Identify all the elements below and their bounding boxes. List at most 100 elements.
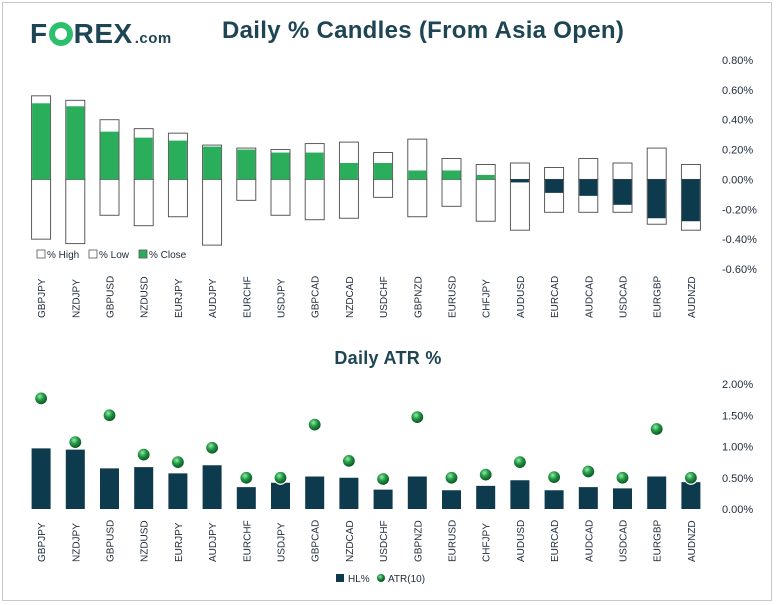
legend-swatch-2 (138, 249, 148, 259)
hl-bar-NZDCAD (339, 477, 359, 509)
x-tick-label-atr-AUDUSD: AUDUSD (516, 520, 527, 562)
x-tick-label-AUDUSD: AUDUSD (516, 276, 527, 318)
x-tick-label-AUDCAD: AUDCAD (584, 276, 595, 318)
atr-point-AUDCAD (581, 464, 596, 479)
hl-bar-EURUSD (442, 490, 461, 509)
x-tick-label-atr-GBPCAD: GBPCAD (311, 520, 322, 562)
hl-bar-AUDCAD (578, 487, 598, 509)
y-tick-label-atr: 0.00% (722, 504, 753, 516)
atr-point-EURGBP (649, 421, 664, 437)
close-bar-EURJPY (168, 140, 187, 180)
x-tick-label-atr-USDJPY: USDJPY (277, 522, 288, 562)
logo-o-icon (48, 22, 73, 46)
low-bar-EURCHF (236, 178, 257, 201)
x-tick-label-EURCAD: EURCAD (550, 276, 561, 318)
atr-point-USDJPY (273, 470, 288, 485)
x-tick-label-USDCAD: USDCAD (619, 276, 630, 318)
forex-logo: F REX .com (30, 18, 172, 50)
hl-bar-NZDUSD (134, 467, 154, 509)
x-tick-label-atr-USDCAD: USDCAD (619, 520, 630, 562)
high-bar-AUDCAD (578, 158, 599, 180)
legend-label-0: % High (47, 250, 79, 261)
atr-point-GBPNZD (410, 410, 425, 425)
close-bar-GBPUSD (100, 131, 119, 180)
x-tick-label-atr-EURJPY: EURJPY (174, 522, 185, 562)
high-bar-USDCAD (612, 162, 633, 180)
hl-bar-EURGBP (647, 476, 667, 509)
high-bar-AUDNZD (680, 164, 701, 180)
atr-point-CHFJPY (478, 467, 493, 482)
x-tick-label-atr-EURGBP: EURGBP (653, 519, 664, 562)
atr-point-AUDJPY (205, 440, 220, 455)
low-bar-NZDJPY (65, 178, 86, 245)
x-tick-label-atr-EURCHF: EURCHF (242, 520, 253, 562)
logo-text-rex: REX (73, 18, 133, 49)
x-tick-label-EURJPY: EURJPY (174, 278, 185, 318)
x-tick-label-EURCHF: EURCHF (242, 276, 253, 318)
legend-label-2: % Close (149, 250, 187, 261)
hl-bar-USDCHF (373, 489, 393, 509)
high-bar-EURGBP (646, 147, 667, 180)
x-tick-label-atr-AUDJPY: AUDJPY (208, 522, 219, 562)
x-tick-label-USDCHF: USDCHF (379, 276, 390, 318)
atr-point-GBPUSD (102, 408, 117, 423)
low-bar-NZDUSD (133, 178, 154, 227)
low-bar-USDCHF (373, 178, 394, 198)
hl-bar-GBPUSD (100, 468, 119, 509)
low-bar-EURJPY (167, 178, 188, 218)
x-tick-label-atr-GBPJPY: GBPJPY (37, 522, 48, 562)
atr-point-GBPJPY (33, 391, 49, 406)
atr-point-USDCAD (615, 470, 630, 485)
hl-bar-USDJPY (271, 482, 290, 509)
x-tick-label-atr-GBPNZD: GBPNZD (413, 520, 424, 562)
hl-bar-AUDUSD (510, 480, 530, 509)
legend-swatch-hl (336, 574, 344, 582)
close-bar-NZDJPY (66, 106, 85, 180)
close-bar-USDCAD (613, 179, 632, 205)
hl-bar-USDCAD (613, 488, 632, 509)
low-bar-AUDUSD (509, 178, 530, 231)
close-bar-AUDNZD (681, 179, 700, 222)
x-tick-label-EURUSD: EURUSD (448, 276, 459, 318)
legend-label-atr: ATR(10) (388, 574, 425, 585)
atr-point-EURCAD (546, 470, 562, 485)
y-tick-label-candles: 0.60% (722, 85, 753, 97)
close-bar-AUDJPY (203, 146, 222, 180)
close-bar-NZDCAD (339, 163, 358, 180)
y-tick-label-candles: -0.40% (722, 234, 757, 246)
close-bar-EURCHF (237, 149, 256, 180)
atr-point-EURUSD (444, 470, 459, 485)
x-tick-label-atr-USDCHF: USDCHF (379, 520, 390, 562)
x-tick-label-atr-NZDJPY: NZDJPY (71, 523, 82, 562)
x-tick-label-GBPUSD: GBPUSD (106, 276, 117, 318)
high-bar-AUDUSD (509, 162, 530, 180)
atr-point-NZDCAD (341, 453, 356, 468)
hl-bar-EURCAD (544, 490, 564, 509)
x-tick-label-NZDUSD: NZDUSD (140, 276, 151, 318)
y-tick-label-atr: 1.50% (722, 410, 753, 422)
x-tick-label-CHFJPY: CHFJPY (482, 279, 493, 318)
atr-point-AUDUSD (512, 455, 528, 470)
x-tick-label-atr-NZDCAD: NZDCAD (345, 520, 356, 562)
atr-point-USDCHF (376, 471, 391, 487)
y-tick-label-atr: 1.00% (722, 442, 753, 454)
y-tick-label-atr: 2.00% (722, 379, 753, 391)
logo-text-f: F (30, 18, 48, 49)
hl-bar-GBPNZD (407, 476, 427, 509)
close-bar-EURCAD (545, 179, 564, 193)
x-tick-label-EURGBP: EURGBP (653, 275, 664, 318)
close-bar-CHFJPY (476, 174, 495, 180)
low-bar-AUDJPY (202, 178, 223, 246)
x-tick-label-GBPCAD: GBPCAD (311, 276, 322, 318)
x-tick-label-atr-EURUSD: EURUSD (448, 520, 459, 562)
atr-point-EURCHF (239, 470, 254, 485)
close-bar-USDCHF (374, 163, 393, 180)
x-tick-label-GBPJPY: GBPJPY (37, 278, 48, 318)
legend-label-hl: HL% (348, 574, 370, 585)
y-tick-label-candles: 0.20% (722, 145, 753, 157)
y-tick-label-atr: 0.50% (722, 473, 753, 485)
legend-swatch-0 (36, 249, 46, 259)
x-tick-label-USDJPY: USDJPY (277, 278, 288, 318)
atr-point-EURJPY (170, 455, 185, 470)
close-bar-GBPCAD (305, 152, 324, 180)
